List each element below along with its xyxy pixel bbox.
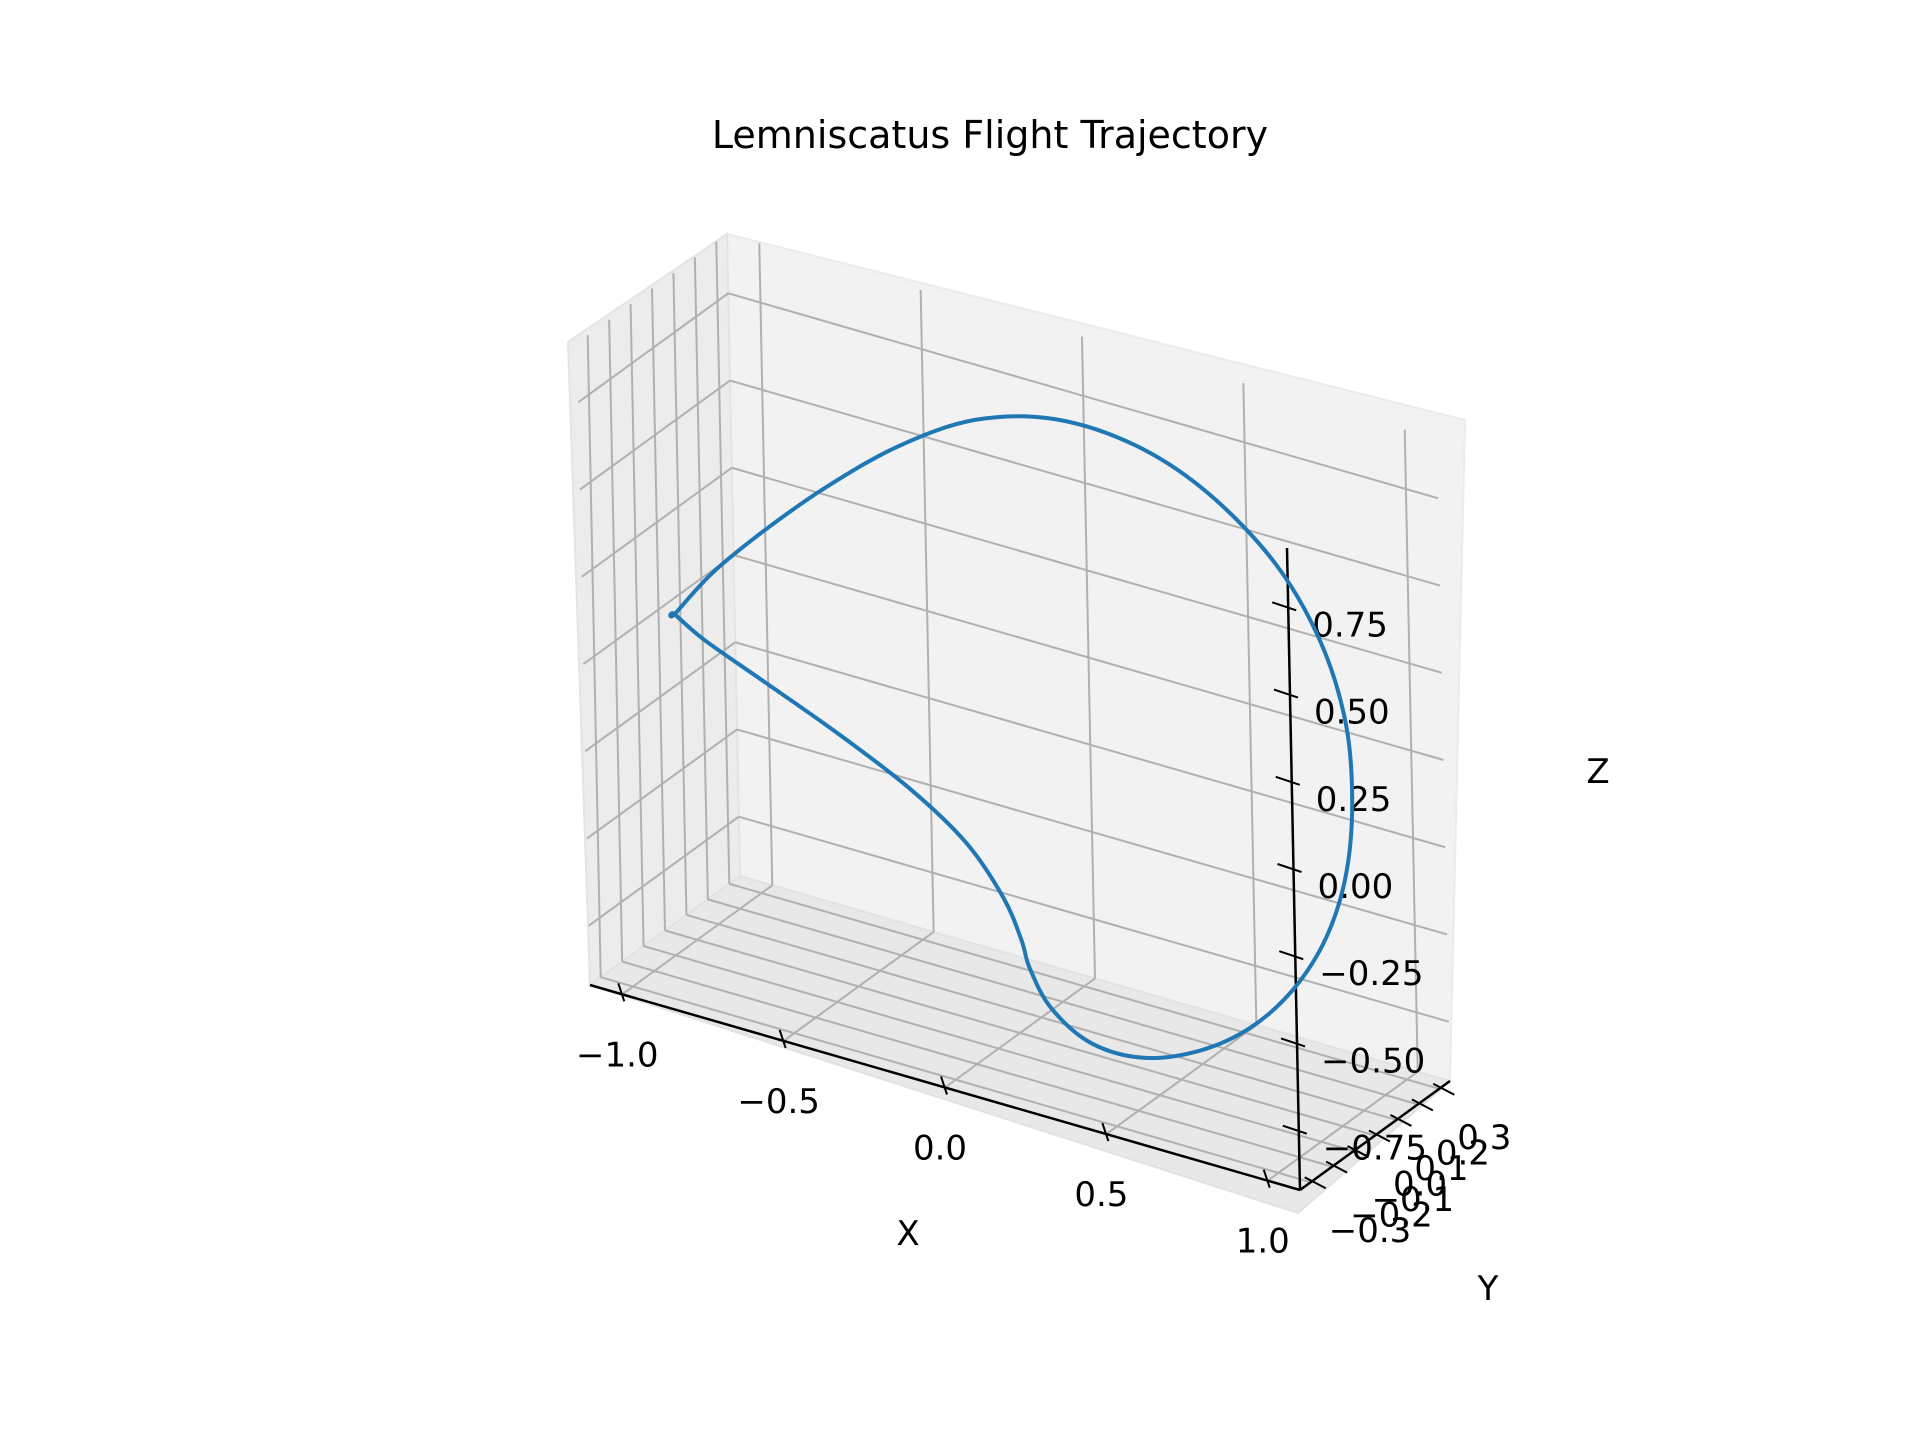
z-tick-label: −0.50 — [1321, 1041, 1425, 1081]
z-tick — [1273, 688, 1299, 699]
x-tick — [778, 1029, 787, 1049]
x-axis-label: X — [896, 1214, 919, 1254]
grid-line-z — [736, 728, 1448, 936]
grid-line-y — [686, 913, 1397, 1121]
x-tick-label: −1.0 — [576, 1035, 659, 1075]
z-tick — [1282, 1124, 1308, 1135]
z-tick — [1275, 775, 1301, 786]
grid-line-z — [579, 379, 731, 491]
y-tick — [1325, 1160, 1348, 1174]
grid-line-y — [729, 882, 1440, 1090]
grid-line-z — [588, 815, 740, 927]
y-tick-label: −0.1 — [1372, 1180, 1455, 1220]
grid-line-z — [738, 815, 1450, 1023]
z-tick — [1277, 863, 1302, 873]
y-tick-label: 0.2 — [1436, 1133, 1490, 1173]
z-tick-label: 0.75 — [1312, 605, 1388, 645]
y-tick — [1389, 1114, 1412, 1127]
y-tick — [1304, 1176, 1327, 1190]
z-axis-label: Z — [1586, 752, 1609, 792]
grid-line-y — [621, 960, 1333, 1168]
z-tick — [1280, 1037, 1306, 1048]
x-tick — [940, 1076, 948, 1095]
z-tick — [1278, 950, 1304, 961]
grid-line-z — [586, 728, 738, 840]
chart-title: Lemniscatus Flight Trajectory — [712, 113, 1268, 157]
grid-line-z — [584, 641, 736, 753]
z-tick-label: −0.25 — [1319, 954, 1423, 994]
grid-line-y — [643, 945, 1354, 1153]
y-tick-label: −0.2 — [1350, 1196, 1433, 1236]
grid-line-z — [581, 466, 733, 578]
z-tick-label: 0.50 — [1314, 693, 1390, 733]
grid-line-z — [727, 292, 1439, 500]
y-tick-label: −0.3 — [1329, 1211, 1412, 1251]
y-tick-label: 0.3 — [1457, 1118, 1511, 1158]
grid-line-z — [733, 554, 1444, 761]
grid-line-z — [731, 466, 1443, 674]
grid-line-y — [707, 898, 1419, 1106]
grid-line-z — [577, 292, 729, 404]
y-tick — [1347, 1145, 1370, 1158]
trajectory-line — [668, 414, 1355, 1061]
x-tick-label: −0.5 — [737, 1082, 820, 1122]
y-tick — [1411, 1098, 1434, 1112]
x-tick — [1101, 1122, 1110, 1142]
y-tick — [1432, 1082, 1455, 1096]
x-tick-label: 1.0 — [1236, 1222, 1290, 1262]
grid-line-y — [664, 929, 1376, 1137]
grid-line-z — [734, 641, 1446, 849]
grid-line-y — [600, 976, 1311, 1184]
grid-line-z — [582, 554, 735, 665]
grid-line-z — [729, 379, 1441, 587]
z-tick — [1271, 601, 1297, 612]
tick-marks — [617, 601, 1455, 1190]
x-tick-label: 0.0 — [913, 1129, 967, 1169]
y-tick-label: 0.0 — [1393, 1165, 1447, 1205]
grid-lines — [577, 241, 1450, 1184]
y-axis-label: Y — [1477, 1269, 1499, 1309]
y-tick-label: 0.1 — [1414, 1149, 1468, 1189]
z-tick-label: 0.00 — [1318, 867, 1394, 907]
z-tick-label: −0.75 — [1323, 1129, 1427, 1169]
y-axis-line — [1299, 1079, 1451, 1192]
y-tick — [1368, 1129, 1391, 1143]
x-tick-label: 0.5 — [1074, 1175, 1128, 1215]
x-tick — [617, 983, 626, 1002]
x-tick — [1262, 1169, 1271, 1188]
